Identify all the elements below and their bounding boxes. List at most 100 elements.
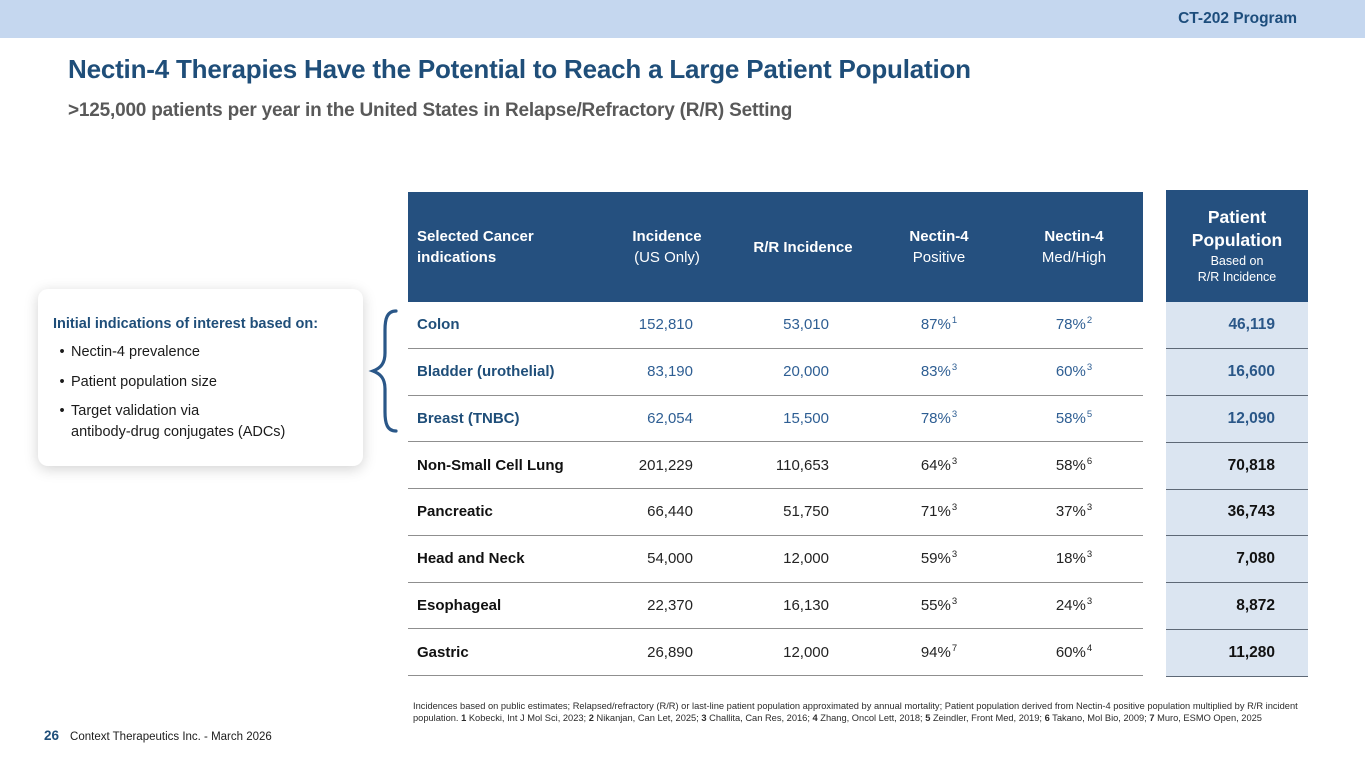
cell-rr-incidence: 51,750 xyxy=(783,503,829,521)
cell-nectin-medhigh: 18%3 xyxy=(1055,549,1093,568)
footnote-text: Incidences based on public estimates; Re… xyxy=(413,701,1298,724)
cell-nectin-positive: 59%3 xyxy=(920,549,958,568)
footnote-text: Muro, ESMO Open, 2025 xyxy=(1154,713,1262,724)
page-subtitle: >125,000 patients per year in the United… xyxy=(68,100,793,121)
bullet-text: Patient population size xyxy=(71,373,217,390)
cell-incidence: 66,440 xyxy=(647,503,693,521)
cell-nectin-medhigh: 78%2 xyxy=(1055,315,1093,334)
company-name: Context Therapeutics Inc. - March 2026 xyxy=(70,731,272,743)
bullet-item: • Patient population size xyxy=(53,372,357,393)
cell-indication: Non-Small Cell Lung xyxy=(417,456,564,474)
bullet-item: • Target validation via antibody-drug con… xyxy=(53,401,357,442)
cell-nectin-positive: 55%3 xyxy=(920,595,958,614)
cell-rr-incidence: 12,000 xyxy=(783,550,829,568)
bullet-dot-icon: • xyxy=(59,344,65,360)
cell-nectin-medhigh: 60%3 xyxy=(1055,362,1093,381)
population-cell: 70,818 xyxy=(1166,442,1308,490)
footnote-text: Nikanjan, Can Let, 2025; xyxy=(593,713,702,724)
footnote: Incidences based on public estimates; Re… xyxy=(413,700,1303,725)
cancer-indications-table: Selected Cancer indications Incidence (U… xyxy=(408,192,1143,676)
cell-nectin-positive: 94%7 xyxy=(920,642,958,661)
table-row: Head and Neck 54,000 12,000 59%3 18%3 xyxy=(408,536,1143,583)
cell-nectin-medhigh: 58%6 xyxy=(1055,455,1093,474)
cell-incidence: 54,000 xyxy=(647,550,693,568)
footnote-ref-number: 4 xyxy=(812,713,818,724)
footnote-text: Takano, Mol Bio, 2009; xyxy=(1049,713,1150,724)
table-row: Gastric 26,890 12,000 94%7 60%4 xyxy=(408,629,1143,676)
cell-indication: Esophageal xyxy=(417,596,502,614)
slide-footer: 26 Context Therapeutics Inc. - March 202… xyxy=(44,728,272,743)
cell-rr-incidence: 12,000 xyxy=(783,643,829,661)
cell-incidence: 26,890 xyxy=(647,643,693,661)
footnote-text: Zhang, Oncol Lett, 2018; xyxy=(817,713,926,724)
table-row: Pancreatic 66,440 51,750 71%3 37%3 xyxy=(408,489,1143,536)
footnote-text: Challita, Can Res, 2016; xyxy=(706,713,813,724)
population-cell: 12,090 xyxy=(1166,395,1308,443)
population-cell: 46,119 xyxy=(1166,302,1308,349)
cell-rr-incidence: 53,010 xyxy=(783,316,829,334)
cell-incidence: 22,370 xyxy=(647,596,693,614)
footnote-ref-number: 5 xyxy=(925,713,931,724)
callout-heading: Initial indications of interest based on… xyxy=(53,316,319,332)
bullet-item: • Nectin-4 prevalence xyxy=(53,342,357,363)
footnote-ref-number: 3 xyxy=(701,713,707,724)
population-header: Patient Population Based on R/R Incidenc… xyxy=(1166,190,1308,302)
population-cell: 11,280 xyxy=(1166,630,1308,677)
population-cell: 36,743 xyxy=(1166,489,1308,537)
callout-bullet-list: • Nectin-4 prevalence • Patient population… xyxy=(53,342,357,442)
population-subtitle-line: Based on xyxy=(1210,253,1264,268)
cell-nectin-medhigh: 60%4 xyxy=(1055,642,1093,661)
population-title-line: Patient xyxy=(1207,207,1267,228)
bullet-text: Nectin-4 prevalence xyxy=(71,344,200,360)
table-row: Breast (TNBC) 62,054 15,500 78%3 58%5 xyxy=(408,396,1143,443)
column-header-nectin-medhigh: Nectin-4 Med/High xyxy=(1041,228,1107,266)
cell-nectin-positive: 83%3 xyxy=(920,362,958,381)
program-badge: CT-202 Program xyxy=(1178,10,1297,27)
population-panel: Patient Population Based on R/R Incidenc… xyxy=(1166,190,1308,677)
cell-incidence: 83,190 xyxy=(647,363,693,381)
footnote-ref-number: 1 xyxy=(461,713,467,724)
cell-incidence: 62,054 xyxy=(647,409,693,427)
cell-incidence: 201,229 xyxy=(638,456,693,474)
cell-nectin-medhigh: 37%3 xyxy=(1055,502,1093,521)
table-header: Selected Cancer indications Incidence (U… xyxy=(408,192,1143,302)
population-cell: 8,872 xyxy=(1166,583,1308,631)
cell-nectin-positive: 64%3 xyxy=(920,455,958,474)
footnote-ref-number: 6 xyxy=(1044,713,1050,724)
cell-indication: Bladder (urothelial) xyxy=(417,363,555,381)
cell-rr-incidence: 15,500 xyxy=(783,409,829,427)
population-body: 46,119 16,600 12,090 70,818 36,743 7,080 8,872… xyxy=(1166,302,1308,677)
footnote-ref-number: 2 xyxy=(588,713,594,724)
cell-indication: Breast (TNBC) xyxy=(417,409,520,427)
population-subtitle-line: R/R Incidence xyxy=(1197,270,1277,285)
population-cell: 7,080 xyxy=(1166,536,1308,584)
cell-nectin-positive: 87%1 xyxy=(920,315,958,334)
cell-rr-incidence: 110,653 xyxy=(775,456,829,474)
page-title: Nectin-4 Therapies Have the Potential to… xyxy=(68,54,971,84)
footnote-text: Zeindler, Front Med, 2019; xyxy=(930,713,1045,724)
column-header-indication: Selected Cancer indications xyxy=(417,228,534,266)
footnote-text: Kobecki, Int J Mol Sci, 2023; xyxy=(466,713,589,724)
bullet-text: Target validation via antibody-drug conj… xyxy=(71,403,286,440)
bullet-dot-icon: • xyxy=(59,373,65,390)
cell-indication: Pancreatic xyxy=(417,503,493,521)
cell-rr-incidence: 20,000 xyxy=(783,363,829,381)
cell-nectin-positive: 71%3 xyxy=(920,502,958,521)
page-number: 26 xyxy=(44,728,60,743)
left-brace-icon xyxy=(366,308,400,439)
cell-nectin-medhigh: 24%3 xyxy=(1055,595,1093,614)
bullet-dot-icon: • xyxy=(59,403,65,420)
population-cell: 16,600 xyxy=(1166,348,1308,396)
cell-nectin-medhigh: 58%5 xyxy=(1055,408,1093,427)
column-header-rr-incidence: R/R Incidence xyxy=(753,238,853,256)
cell-indication: Head and Neck xyxy=(417,550,525,568)
cell-indication: Colon xyxy=(417,316,460,334)
cell-nectin-positive: 78%3 xyxy=(920,408,958,427)
table-row: Esophageal 22,370 16,130 55%3 24%3 xyxy=(408,583,1143,630)
top-bar: CT-202 Program xyxy=(0,0,1365,38)
cell-incidence: 152,810 xyxy=(638,316,693,334)
population-title-line: Population xyxy=(1191,229,1283,250)
cell-rr-incidence: 16,130 xyxy=(783,596,829,614)
table-row: Non-Small Cell Lung 201,229 110,653 64%3 58%… xyxy=(408,442,1143,489)
callout-box: Initial indications of interest based on… xyxy=(38,289,363,466)
